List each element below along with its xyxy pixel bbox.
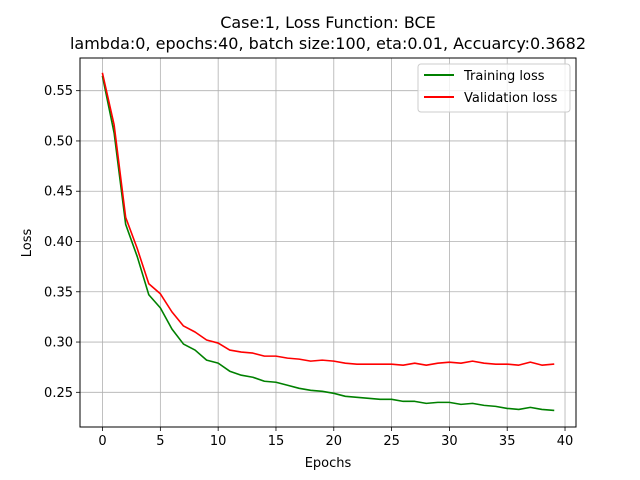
x-axis-ticks: 0 5 10 15 20 25 30 35 40	[98, 427, 573, 449]
x-tick-label: 15	[268, 434, 285, 449]
y-axis-ticks: 0.25 0.30 0.35 0.40 0.45 0.50 0.55	[44, 84, 80, 401]
y-tick-label: 0.25	[44, 386, 73, 401]
legend-label-validation: Validation loss	[464, 91, 558, 106]
x-tick-label: 30	[441, 434, 458, 449]
legend: Training loss Validation loss	[417, 63, 571, 113]
x-tick-label: 40	[557, 434, 574, 449]
y-tick-label: 0.50	[44, 134, 73, 149]
x-tick-label: 20	[326, 434, 343, 449]
legend-box	[417, 63, 571, 113]
x-tick-label: 5	[156, 434, 164, 449]
x-tick-label: 10	[210, 434, 227, 449]
plot-frame	[79, 57, 577, 428]
legend-label-training: Training loss	[463, 69, 545, 84]
y-tick-label: 0.55	[44, 84, 73, 99]
y-tick-label: 0.30	[44, 336, 73, 351]
x-tick-label: 25	[383, 434, 400, 449]
y-tick-label: 0.35	[44, 285, 73, 300]
x-axis-label: Epochs	[305, 456, 352, 471]
training-loss-line	[101, 75, 555, 412]
y-tick-label: 0.40	[44, 235, 73, 250]
series-lines	[101, 72, 555, 412]
plot-area	[80, 58, 576, 427]
y-tick-label: 0.45	[44, 185, 73, 200]
validation-loss-line	[101, 72, 555, 366]
x-tick-label: 35	[499, 434, 516, 449]
chart-title-line1: Case:1, Loss Function: BCE	[220, 13, 436, 32]
x-tick-label: 0	[98, 434, 106, 449]
y-axis-label: Loss	[20, 229, 35, 258]
chart-title-line2: lambda:0, epochs:40, batch size:100, eta…	[70, 34, 586, 53]
